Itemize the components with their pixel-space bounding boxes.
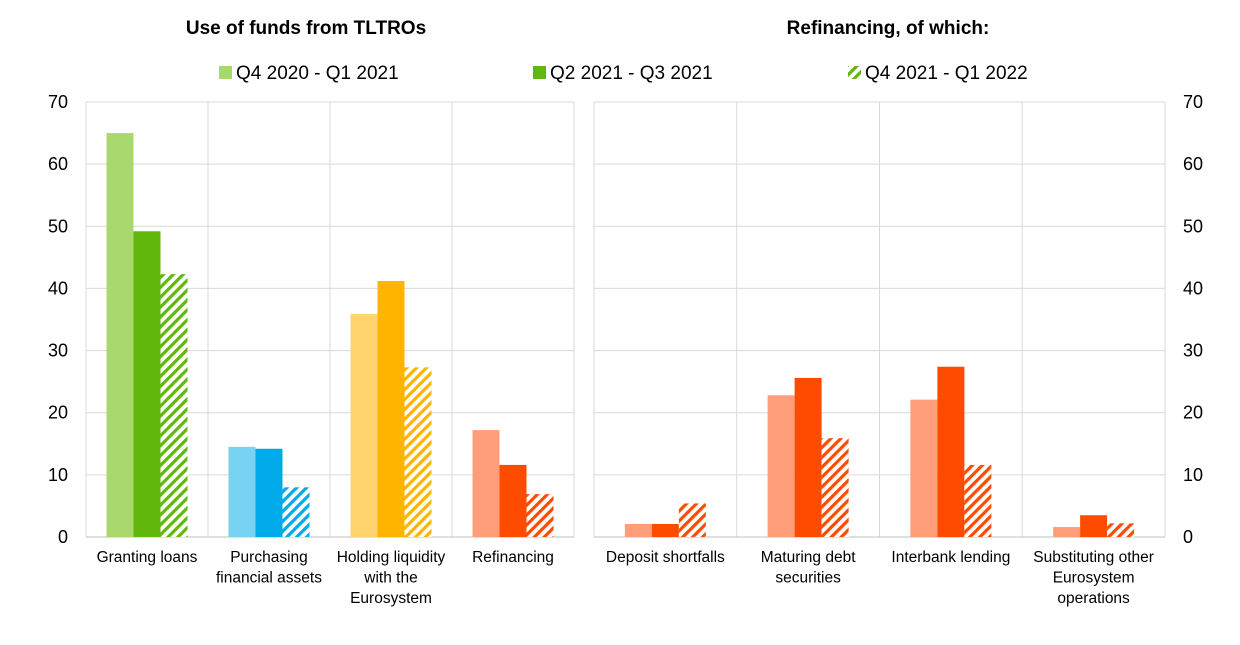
legend-label: Q4 2020 - Q1 2021 [236,63,399,84]
bar [472,430,500,537]
x-tick-label: Purchasing [230,549,308,566]
y-tick-label: 50 [48,216,68,236]
bar [133,231,161,537]
bar [255,448,283,537]
bar [651,523,679,537]
y-tick-label: 10 [48,465,68,485]
y-tick-label: 70 [1183,92,1203,112]
legend-label: Q4 2021 - Q1 2022 [865,63,1028,84]
bar [678,503,706,537]
bar [160,274,188,537]
panel-title: Refinancing, of which: [787,18,990,39]
x-tick-label: Interbank lending [891,549,1010,566]
bar [377,280,405,537]
bar [526,494,554,537]
bar [499,464,527,537]
panel-title: Use of funds from TLTROs [186,18,426,39]
x-tick-label: Refinancing [472,549,554,566]
y-tick-label: 40 [48,278,68,298]
legend-swatch [533,66,546,79]
y-tick-label: 40 [1183,278,1203,298]
y-tick-label: 30 [48,341,68,361]
legend-swatch [219,66,232,79]
y-tick-label: 60 [1183,154,1203,174]
y-tick-label: 70 [48,92,68,112]
bar [910,399,938,537]
y-tick-label: 20 [48,403,68,423]
x-tick-label: Eurosystem [1053,570,1135,587]
y-tick-label: 50 [1183,216,1203,236]
x-tick-label: Eurosystem [350,590,432,607]
y-tick-label: 0 [58,527,68,547]
bar [937,366,965,537]
bar [282,487,310,537]
x-tick-label: securities [775,570,841,587]
legend-label: Q2 2021 - Q3 2021 [550,63,713,84]
x-tick-label: Maturing debt [761,549,856,566]
legend-swatch [848,66,861,79]
bar [964,464,992,537]
y-tick-label: 10 [1183,465,1203,485]
bar [1053,527,1081,537]
x-tick-label: Deposit shortfalls [606,549,725,566]
bar [350,313,378,537]
bar [624,523,652,537]
bar [794,377,822,537]
x-tick-label: financial assets [216,570,322,587]
x-tick-label: with the [363,570,417,587]
y-tick-label: 30 [1183,341,1203,361]
bar [404,367,432,537]
bar [228,446,256,537]
bar [1107,523,1135,537]
bar [767,395,795,537]
y-tick-label: 60 [48,154,68,174]
y-tick-label: 0 [1183,527,1193,547]
x-tick-label: operations [1057,590,1130,607]
bar [1080,515,1108,537]
bar [821,438,849,537]
x-tick-label: Holding liquidity [337,549,446,566]
x-tick-label: Granting loans [97,549,198,566]
x-tick-label: Substituting other [1033,549,1154,566]
bar [106,133,134,538]
y-tick-label: 20 [1183,403,1203,423]
